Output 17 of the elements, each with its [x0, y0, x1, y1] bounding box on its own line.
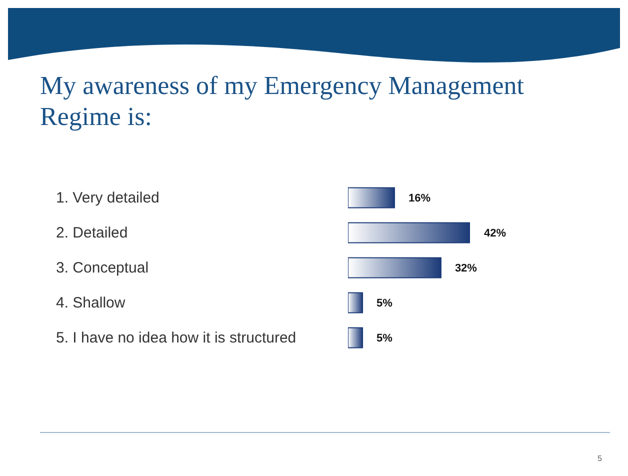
- chart-title: My awareness of my Emergency Management Regime is:: [40, 70, 525, 132]
- data-label: 5%: [376, 332, 393, 345]
- bar: [348, 292, 364, 314]
- y-tick-label: 5. I have no idea how it is structured: [56, 330, 296, 346]
- bar: [348, 222, 470, 244]
- y-tick-label: 2. Detailed: [56, 224, 128, 242]
- bar: [348, 327, 364, 348]
- y-tick-label: 4. Shallow: [56, 294, 126, 312]
- y-tick-label: 1. Very detailed: [56, 190, 160, 206]
- bar: [348, 257, 442, 278]
- bar: [348, 187, 395, 208]
- text: 5: [598, 454, 602, 463]
- data-label: 5%: [376, 298, 393, 310]
- data-label: 16%: [408, 192, 431, 205]
- y-tick-label: 3. Conceptual: [56, 260, 149, 276]
- data-label: 42%: [484, 228, 506, 240]
- data-label: 32%: [454, 262, 478, 275]
